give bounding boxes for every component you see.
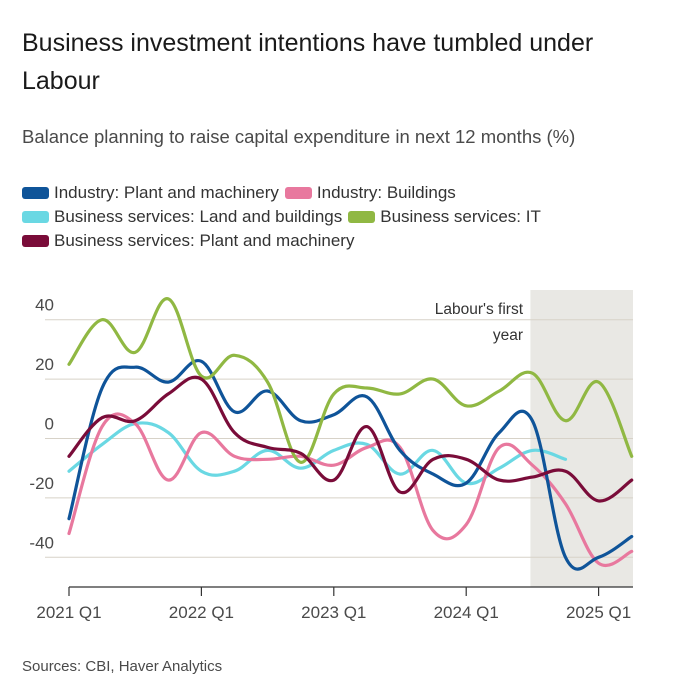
line-chart: -40 -20 0 20 40 Labour's first year 2021 Q1 2022… [29, 290, 634, 622]
y-tick-label: -40 [29, 533, 54, 552]
y-tick-label: 0 [45, 415, 54, 434]
x-tick-label: 2021 Q1 [36, 603, 101, 622]
y-tick-label: 20 [35, 355, 54, 374]
chart-title: Business investment intentions have tumb… [22, 29, 594, 95]
x-tick-label: 2022 Q1 [169, 603, 234, 622]
legend-label: Industry: Plant and machinery [54, 183, 279, 202]
legend-swatch [22, 235, 49, 247]
legend-swatch [348, 211, 376, 223]
x-tick-label: 2023 Q1 [301, 603, 366, 622]
legend-swatch [22, 211, 49, 223]
y-tick-label: -20 [29, 474, 54, 493]
legend-label: Industry: Buildings [316, 183, 456, 202]
y-tick-label: 40 [35, 296, 54, 315]
chart-subtitle: Balance planning to raise capital expend… [22, 126, 576, 147]
legend-label: Business services: Plant and machinery [54, 231, 355, 250]
annotation-label: year [493, 327, 523, 344]
x-tick-label: 2024 Q1 [434, 603, 499, 622]
series-line-business-services-plant-and-machinery [67, 375, 634, 503]
legend-swatch [284, 187, 312, 199]
source-note: Sources: CBI, Haver Analytics [22, 658, 223, 675]
legend-swatch [22, 187, 49, 199]
legend-item-industry-buildings: Industry: Buildings [284, 182, 456, 204]
series-line-business-services-it [67, 297, 634, 464]
legend-item-industry-plant: Industry: Plant and machinery [22, 182, 279, 204]
legend-item-services-plant: Business services: Plant and machinery [22, 230, 354, 252]
legend-item-services-it: Business services: IT [348, 206, 541, 228]
legend-label: Business services: IT [380, 207, 541, 226]
annotation-label: Labour's first [435, 301, 524, 318]
legend-label: Business services: Land and buildings [54, 207, 343, 226]
legend-item-services-land: Business services: Land and buildings [22, 206, 342, 228]
legend: Industry: Plant and machinery Industry: … [22, 182, 682, 252]
series-line-industry-plant-and-machinery [67, 359, 634, 571]
series-line-industry-buildings [67, 412, 634, 567]
x-tick-label: 2025 Q1 [566, 603, 631, 622]
